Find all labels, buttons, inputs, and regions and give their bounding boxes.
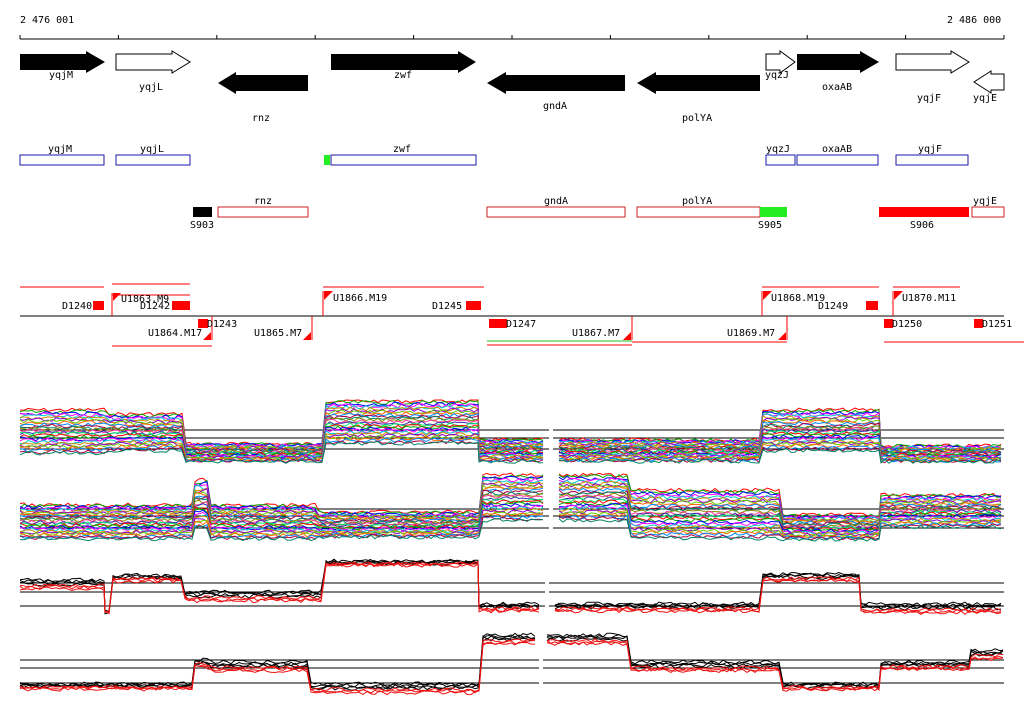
expression-panel-reverse-conditions (19, 470, 1004, 542)
cds-label-yqjF: yqjF (918, 144, 942, 155)
cds-label-polYA: polYA (682, 196, 712, 207)
upstream-label-U1866: U1866.M19 (333, 293, 387, 304)
gene-arrow-polYA[interactable] (637, 72, 760, 94)
d-feature-label-D1243: D1243 (207, 319, 237, 330)
cds-box-yqzJ[interactable] (765, 154, 796, 166)
cds-label-yqjM: yqjM (48, 144, 72, 155)
d-feature-box-D1247[interactable] (489, 319, 507, 328)
gene-label-oxaAB: oxaAB (822, 82, 852, 93)
expression-panel-reverse-summary (19, 628, 1004, 700)
cds-box-yqjE[interactable] (971, 206, 1005, 218)
cds-box-rnz[interactable] (217, 206, 309, 218)
d-feature-label-D1249: D1249 (818, 301, 848, 312)
coordinate-ruler: 2 476 001 2 486 000 (19, 15, 1005, 40)
cds-label-rnz: rnz (254, 196, 272, 207)
downstream-flag-U1867[interactable] (623, 316, 633, 340)
segment-box-S905[interactable] (760, 207, 787, 217)
d-feature-label-D1251: D1251 (982, 319, 1012, 330)
d-feature-label-D1247: D1247 (506, 319, 536, 330)
d-feature-label-D1242: D1242 (140, 301, 170, 312)
d-feature-box-D1249[interactable] (866, 301, 878, 310)
segment-label-S906: S906 (910, 220, 934, 231)
cds-label-yqzJ: yqzJ (766, 144, 790, 155)
gene-label-polYA: polYA (682, 113, 712, 124)
d-feature-label-D1240: D1240 (62, 301, 92, 312)
upstream-flag-U1863[interactable] (111, 293, 121, 316)
cds-box-zwf[interactable] (330, 154, 477, 166)
d-feature-box-D1242[interactable] (172, 301, 190, 310)
expression-panel-forward-summary (19, 555, 1004, 618)
cds-green-mark (324, 155, 330, 165)
d-feature-box-D1251[interactable] (974, 319, 983, 328)
cds-label-yqjL: yqjL (140, 144, 164, 155)
gene-arrow-gndA[interactable] (487, 72, 625, 94)
gene-arrow-track: yqjM yqjL rnz zwf gndA polYA yqzJ oxaAB … (20, 50, 1005, 124)
transcript-feature-track: U1863.M9 U1866.M19 U1868.M19 U1870.M11 U… (20, 283, 1024, 347)
segment-label-S905: S905 (758, 220, 782, 231)
cds-reverse-track: S903 rnz gndA polYA S905 S906 yqjE (190, 196, 1005, 231)
gene-arrow-yqjL[interactable] (115, 50, 191, 74)
d-feature-box-D1245[interactable] (466, 301, 481, 310)
downstream-label-U1867: U1867.M7 (572, 328, 620, 339)
cds-label-oxaAB: oxaAB (822, 144, 852, 155)
gene-label-yqjM: yqjM (49, 70, 73, 81)
cds-box-yqjF[interactable] (895, 154, 969, 166)
gene-label-yqjE: yqjE (973, 93, 997, 104)
ruler-start-label: 2 476 001 (20, 15, 74, 26)
ruler-ticks (19, 35, 1005, 39)
d-feature-box-D1240[interactable] (93, 301, 104, 310)
downstream-flag-U1869[interactable] (778, 316, 788, 340)
cds-box-polYA[interactable] (636, 206, 761, 218)
gene-label-yqjL: yqjL (139, 82, 163, 93)
gene-arrow-yqjM[interactable] (20, 51, 105, 73)
cds-box-yqjM[interactable] (19, 154, 105, 166)
gene-label-gndA: gndA (543, 101, 567, 112)
gene-arrow-rnz[interactable] (218, 72, 308, 94)
cds-box-yqjL[interactable] (115, 154, 191, 166)
gene-label-yqzJ: yqzJ (765, 70, 789, 81)
segment-box-S903[interactable] (193, 207, 212, 217)
cds-label-gndA: gndA (544, 196, 568, 207)
d-feature-box-D1243[interactable] (198, 319, 208, 328)
upstream-label-U1863: U1863.M9 (121, 294, 169, 305)
expression-panel-forward-conditions (19, 399, 1004, 468)
ruler-end-label: 2 486 000 (947, 15, 1001, 26)
gene-arrow-yqjF[interactable] (895, 50, 970, 74)
upstream-label-U1868: U1868.M19 (771, 293, 825, 304)
gene-label-rnz: rnz (252, 113, 270, 124)
cds-forward-track: yqjM yqjL zwf yqzJ oxaAB yqjF (19, 144, 969, 166)
d-feature-label-D1245: D1245 (432, 301, 462, 312)
gene-label-zwf: zwf (394, 70, 412, 81)
cds-box-oxaAB[interactable] (796, 154, 879, 166)
gene-arrow-yqzJ[interactable] (765, 50, 796, 74)
gene-arrow-oxaAB[interactable] (797, 51, 879, 73)
upstream-flag-U1870[interactable] (892, 291, 903, 316)
segment-label-S903: S903 (190, 220, 214, 231)
downstream-label-U1869: U1869.M7 (727, 328, 775, 339)
downstream-label-U1864: U1864.M17 (148, 328, 202, 339)
upstream-flag-U1866[interactable] (322, 291, 333, 316)
segment-box-S906[interactable] (879, 207, 969, 217)
cds-box-gndA[interactable] (486, 206, 626, 218)
gene-label-yqjF: yqjF (917, 93, 941, 104)
cds-label-yqjE: yqjE (973, 196, 997, 207)
downstream-flag-U1865[interactable] (303, 316, 313, 340)
upstream-label-U1870: U1870.M11 (902, 293, 956, 304)
d-feature-box-D1250[interactable] (884, 319, 893, 328)
gene-arrow-yqjE[interactable] (973, 70, 1005, 94)
downstream-flag-U1864[interactable] (203, 316, 213, 340)
upstream-flag-U1868[interactable] (761, 291, 772, 316)
d-feature-label-D1250: D1250 (892, 319, 922, 330)
cds-label-zwf: zwf (393, 144, 411, 155)
downstream-label-U1865: U1865.M7 (254, 328, 302, 339)
gene-arrow-zwf[interactable] (331, 51, 476, 73)
